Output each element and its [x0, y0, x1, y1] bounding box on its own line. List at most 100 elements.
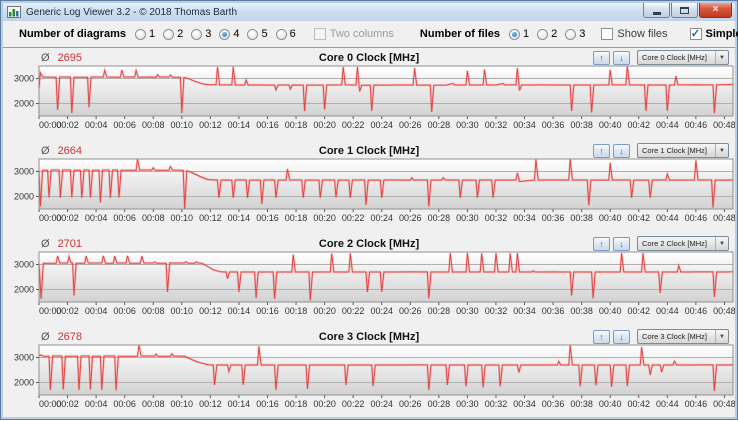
svg-text:00:44: 00:44 — [656, 306, 679, 316]
show-files-checkbox[interactable]: Show files — [601, 28, 668, 40]
svg-text:00:00: 00:00 — [39, 306, 62, 316]
svg-text:00:24: 00:24 — [370, 213, 393, 223]
diagram-count-option-5[interactable]: 5 — [247, 28, 268, 40]
series-select-value: Core 2 Clock [MHz] — [642, 239, 708, 248]
series-select-value: Core 3 Clock [MHz] — [642, 332, 708, 341]
toolbar: Number of diagrams 1 2 3 4 5 6 Two columns Nu… — [3, 21, 738, 48]
series-down-button[interactable]: ↓ — [613, 236, 630, 251]
svg-text:00:02: 00:02 — [56, 213, 79, 223]
series-down-button[interactable]: ↓ — [613, 143, 630, 158]
svg-text:2000: 2000 — [14, 192, 34, 202]
svg-text:00:40: 00:40 — [599, 306, 622, 316]
show-files-label: Show files — [617, 28, 668, 40]
maximize-icon — [680, 6, 689, 14]
chart-panel-header: Core 0 Clock [MHz] Ø 2695 ↑ ↓ Core 0 Clo… — [3, 50, 735, 65]
svg-text:00:38: 00:38 — [570, 213, 593, 223]
svg-text:00:44: 00:44 — [656, 213, 679, 223]
svg-text:00:48: 00:48 — [713, 306, 735, 316]
svg-text:00:28: 00:28 — [428, 399, 451, 409]
diagram-count-option-4[interactable]: 4 — [219, 28, 239, 40]
svg-text:00:34: 00:34 — [513, 399, 536, 409]
svg-text:00:06: 00:06 — [113, 120, 136, 130]
radio-label: 5 — [261, 28, 268, 40]
diagram-count-radio-group: 1 2 3 4 5 6 — [134, 28, 304, 40]
minimize-button[interactable] — [643, 3, 670, 18]
series-up-button[interactable]: ↑ — [593, 329, 610, 344]
svg-text:00:04: 00:04 — [85, 306, 108, 316]
svg-text:00:34: 00:34 — [513, 306, 536, 316]
series-select[interactable]: Core 2 Clock [MHz] ▼ — [637, 236, 729, 251]
chevron-down-icon: ▼ — [715, 51, 728, 64]
svg-text:00:18: 00:18 — [285, 213, 308, 223]
average-symbol: Ø — [41, 144, 50, 157]
svg-text:2000: 2000 — [14, 378, 34, 388]
svg-text:00:02: 00:02 — [56, 120, 79, 130]
svg-text:00:36: 00:36 — [542, 306, 565, 316]
svg-text:00:08: 00:08 — [142, 120, 165, 130]
svg-text:00:40: 00:40 — [599, 399, 622, 409]
average-symbol: Ø — [41, 330, 50, 343]
series-select[interactable]: Core 1 Clock [MHz] ▼ — [637, 143, 729, 158]
app-icon — [7, 6, 21, 18]
diagram-count-option-6[interactable]: 6 — [275, 28, 296, 40]
two-columns-checkbox[interactable]: Two columns — [313, 28, 394, 40]
diagram-count-option-2[interactable]: 2 — [163, 28, 183, 40]
series-up-button[interactable]: ↑ — [593, 143, 610, 158]
window-title: Generic Log Viewer 3.2 - © 2018 Thomas B… — [26, 6, 238, 18]
svg-text:00:46: 00:46 — [685, 213, 708, 223]
average-symbol: Ø — [41, 51, 50, 64]
series-select[interactable]: Core 0 Clock [MHz] ▼ — [637, 50, 729, 65]
radio-icon — [219, 28, 231, 40]
svg-text:00:10: 00:10 — [171, 306, 194, 316]
svg-text:00:20: 00:20 — [313, 399, 336, 409]
radio-label: 1 — [523, 28, 530, 40]
svg-text:00:22: 00:22 — [342, 399, 365, 409]
svg-text:3000: 3000 — [14, 260, 34, 270]
series-down-button[interactable]: ↓ — [613, 329, 630, 344]
radio-label: 3 — [205, 28, 212, 40]
file-count-radio-group: 1 2 3 — [509, 28, 593, 40]
svg-text:2000: 2000 — [14, 285, 34, 295]
radio-icon — [163, 28, 175, 40]
series-select-value: Core 1 Clock [MHz] — [642, 146, 708, 155]
file-count-option-2[interactable]: 2 — [537, 28, 557, 40]
file-count-option-1[interactable]: 1 — [509, 28, 529, 40]
svg-text:00:42: 00:42 — [627, 120, 650, 130]
series-select[interactable]: Core 3 Clock [MHz] ▼ — [637, 329, 729, 344]
close-button[interactable]: × — [699, 3, 732, 18]
svg-text:00:32: 00:32 — [485, 213, 508, 223]
series-up-button[interactable]: ↑ — [593, 236, 610, 251]
title-bar[interactable]: Generic Log Viewer 3.2 - © 2018 Thomas B… — [3, 3, 735, 21]
svg-text:00:26: 00:26 — [399, 306, 422, 316]
simple-mode-label: Simple mode — [705, 28, 738, 40]
chevron-down-icon: ▼ — [715, 330, 728, 343]
average-value: 2701 — [57, 237, 83, 250]
radio-label: 1 — [148, 28, 156, 40]
chart-panel-header: Core 3 Clock [MHz] Ø 2678 ↑ ↓ Core 3 Clo… — [3, 329, 735, 344]
svg-text:00:18: 00:18 — [285, 399, 308, 409]
file-count-option-3[interactable]: 3 — [565, 28, 585, 40]
svg-text:00:20: 00:20 — [313, 120, 336, 130]
series-up-button[interactable]: ↑ — [593, 50, 610, 65]
svg-text:00:30: 00:30 — [456, 213, 479, 223]
diagram-count-option-1[interactable]: 1 — [134, 28, 156, 40]
svg-text:00:24: 00:24 — [370, 306, 393, 316]
svg-text:00:02: 00:02 — [56, 399, 79, 409]
svg-text:00:08: 00:08 — [142, 213, 165, 223]
svg-text:00:22: 00:22 — [342, 213, 365, 223]
svg-text:00:36: 00:36 — [542, 120, 565, 130]
diagram-count-option-3[interactable]: 3 — [191, 28, 211, 40]
svg-text:00:00: 00:00 — [39, 213, 62, 223]
files-label: Number of files — [419, 28, 500, 40]
svg-text:00:12: 00:12 — [199, 213, 222, 223]
svg-text:00:10: 00:10 — [171, 213, 194, 223]
svg-text:00:18: 00:18 — [285, 120, 308, 130]
simple-mode-checkbox[interactable]: ✓ Simple mode — [689, 28, 738, 40]
svg-text:00:16: 00:16 — [256, 306, 279, 316]
maximize-button[interactable] — [671, 3, 698, 18]
svg-text:00:28: 00:28 — [428, 120, 451, 130]
svg-text:00:12: 00:12 — [199, 399, 222, 409]
series-down-button[interactable]: ↓ — [613, 50, 630, 65]
svg-text:00:20: 00:20 — [313, 306, 336, 316]
svg-text:00:38: 00:38 — [570, 306, 593, 316]
